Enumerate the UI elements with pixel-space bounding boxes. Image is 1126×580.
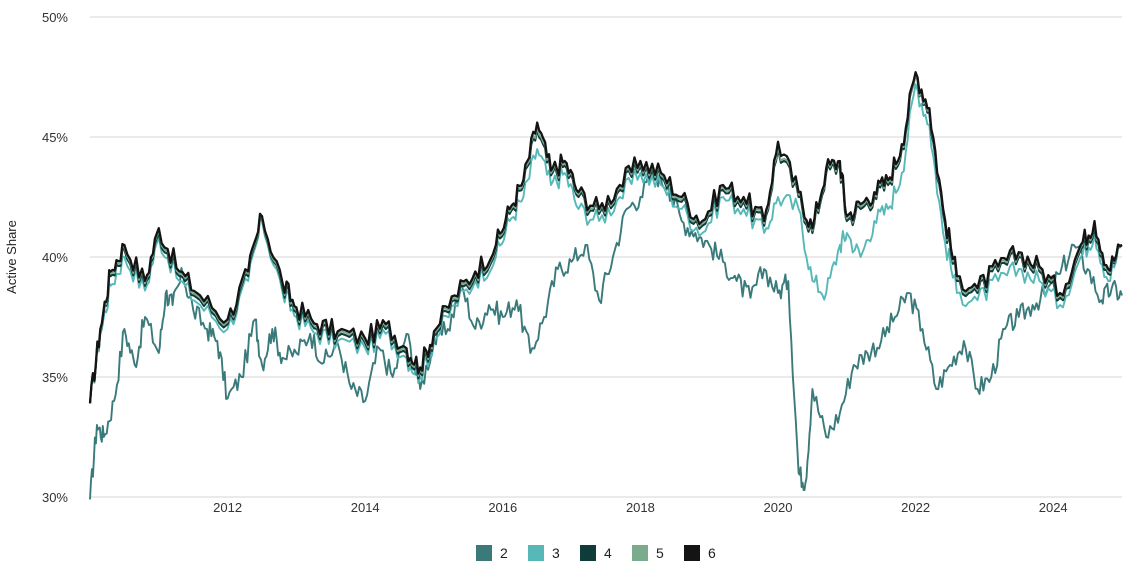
- y-tick-label: 40%: [42, 250, 68, 265]
- gridlines: [90, 16, 1122, 498]
- series-lines: [88, 71, 1123, 500]
- series-line-6: [88, 71, 1123, 404]
- legend-swatch-4: [580, 545, 596, 561]
- x-tick-label: 2016: [488, 500, 517, 515]
- legend-label-3: 3: [552, 545, 560, 561]
- legend-swatch-2: [476, 545, 492, 561]
- y-axis-title: Active Share: [4, 220, 19, 294]
- x-tick-label: 2012: [213, 500, 242, 515]
- x-tick-label: 2014: [351, 500, 380, 515]
- x-axis: 2012 2014 2016 2018 2020 2022 2024: [213, 500, 1068, 515]
- y-tick-label: 45%: [42, 130, 68, 145]
- y-tick-label: 30%: [42, 490, 68, 505]
- x-tick-label: 2024: [1039, 500, 1068, 515]
- x-tick-label: 2020: [764, 500, 793, 515]
- x-tick-label: 2022: [901, 500, 930, 515]
- legend-label-4: 4: [604, 545, 612, 561]
- y-tick-label: 35%: [42, 370, 68, 385]
- legend-label-6: 6: [708, 545, 716, 561]
- legend-swatch-5: [632, 545, 648, 561]
- legend-label-2: 2: [500, 545, 508, 561]
- y-tick-label: 50%: [42, 10, 68, 25]
- legend-label-5: 5: [656, 545, 664, 561]
- legend-swatch-6: [684, 545, 700, 561]
- legend-swatch-3: [528, 545, 544, 561]
- legend: 2 3 4 5 6: [476, 545, 716, 561]
- x-tick-label: 2018: [626, 500, 655, 515]
- series-line-2: [89, 168, 1123, 500]
- y-axis: 30% 35% 40% 45% 50%: [42, 10, 68, 505]
